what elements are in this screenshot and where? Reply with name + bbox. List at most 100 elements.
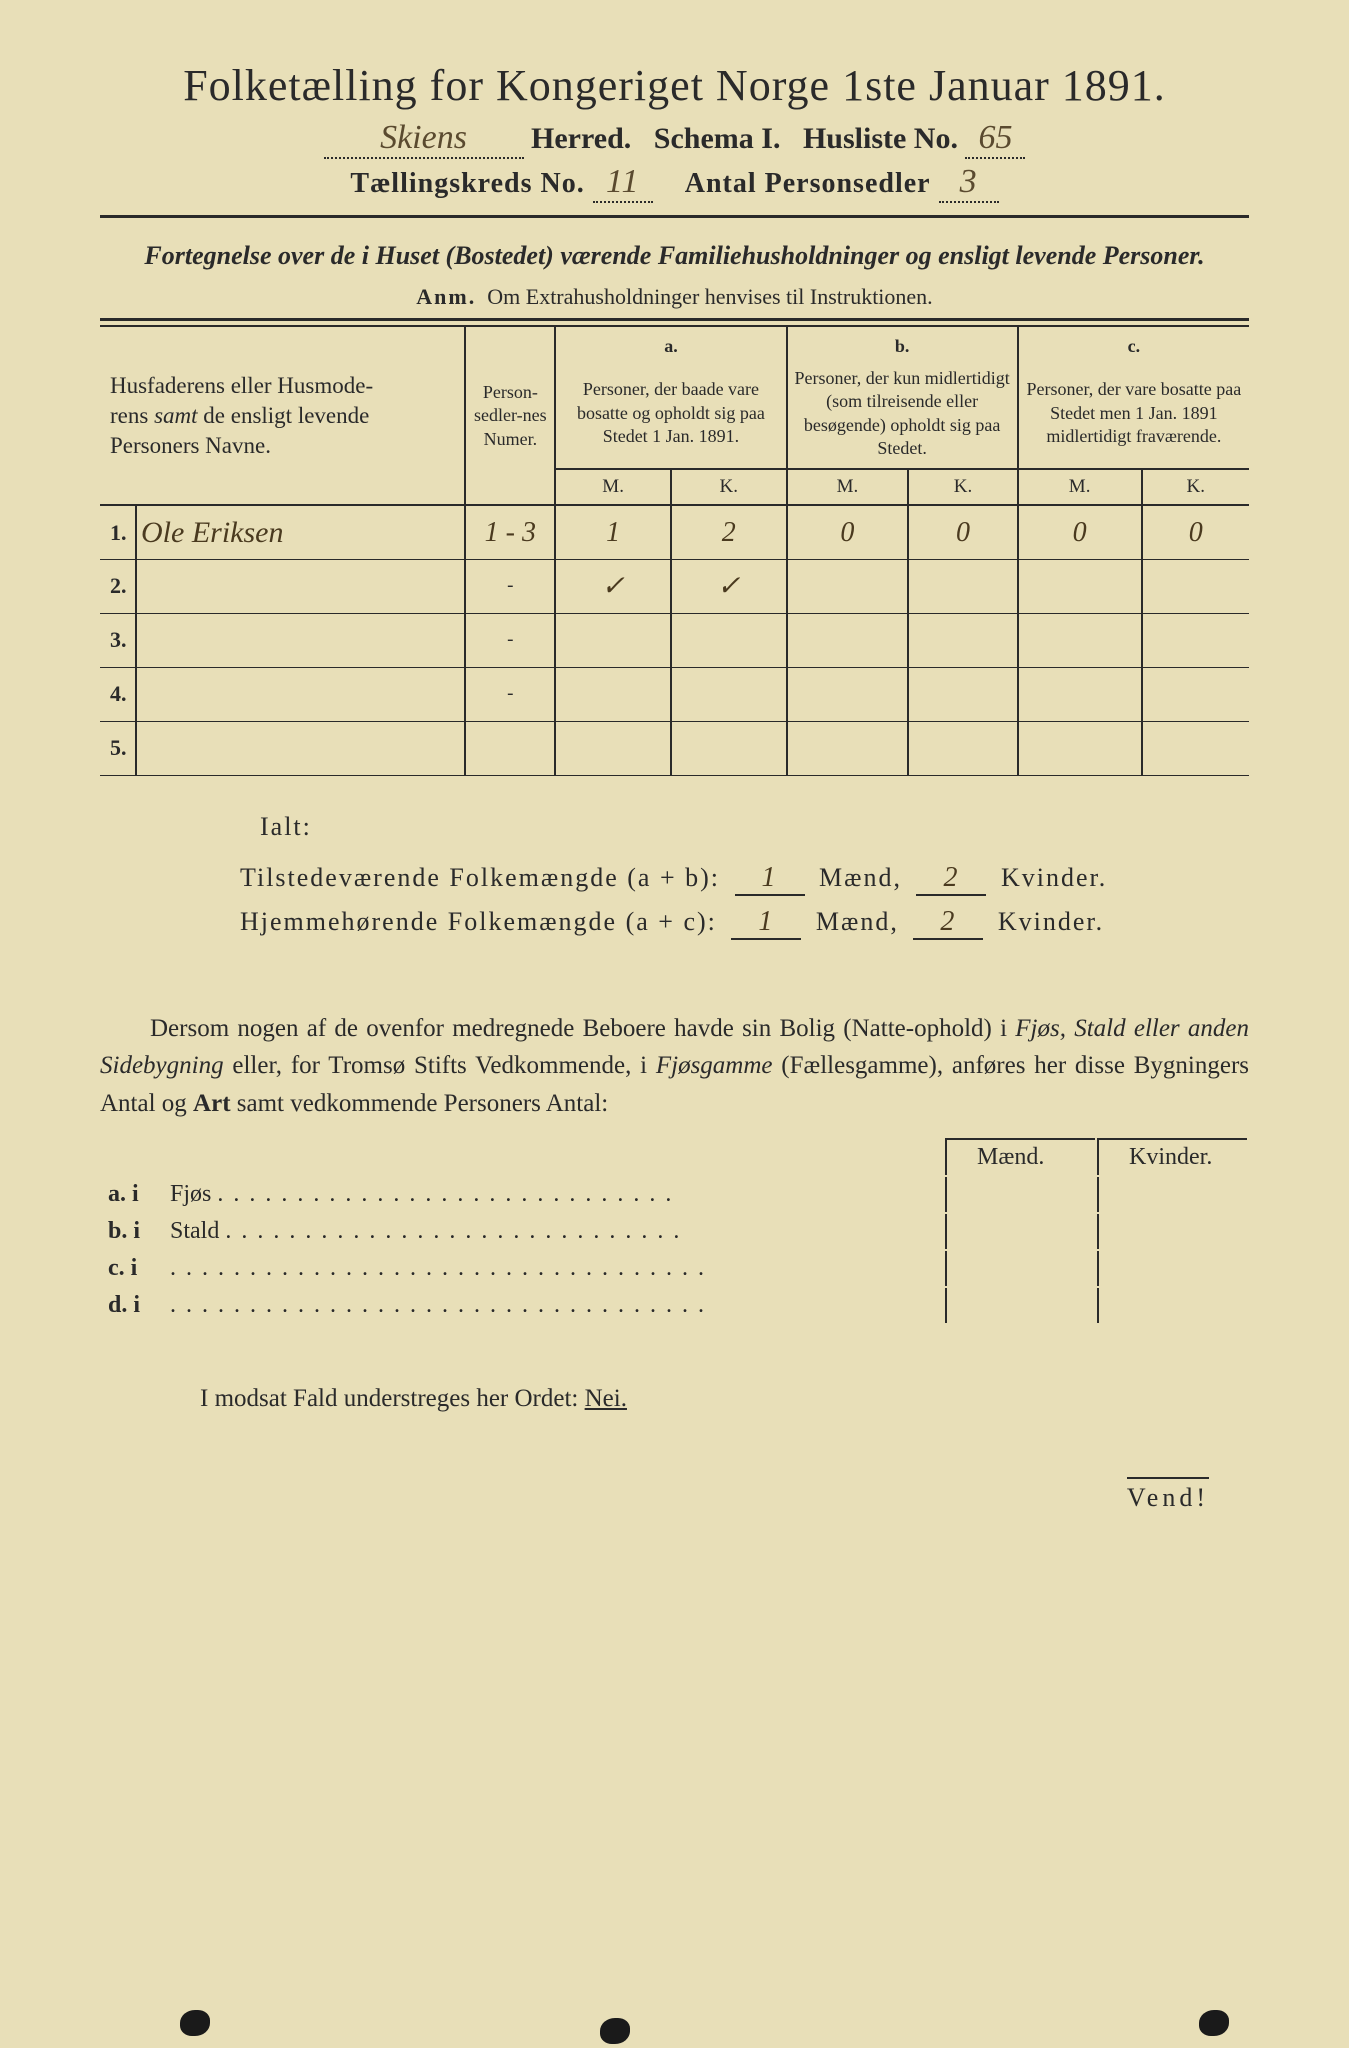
totals-section: Ialt: Tilstedeværende Folkemængde (a + b… [100, 812, 1249, 940]
maend-label: Mænd, [819, 863, 902, 892]
cell-b-m [787, 613, 909, 667]
closing-nei: Nei. [585, 1385, 627, 1412]
hjemme-label: Hjemmehørende Folkemængde (a + c): [240, 907, 717, 936]
table-row: 1. Ole Eriksen 1 - 3 1 2 0 0 0 0 [100, 505, 1249, 559]
mk-d-k [1097, 1288, 1247, 1323]
cell-a-k [671, 667, 787, 721]
table-header-row-1: Husfaderens eller Husmode-rens samt de e… [100, 326, 1249, 358]
header-line-2: Skiens Herred. Schema I. Husliste No. 65 [100, 119, 1249, 159]
mk-c-m [945, 1251, 1095, 1286]
col-b-text: Personer, der kun midlertidigt (som tilr… [787, 359, 1018, 470]
mk-b-k [1097, 1214, 1247, 1249]
cell-b-k [908, 667, 1018, 721]
mk-maend: Mænd. [945, 1138, 1095, 1175]
cell-c-m: 0 [1073, 517, 1087, 548]
row-sedler: - [465, 613, 555, 667]
cell-b-k [908, 721, 1018, 775]
kvinder-label: Kvinder. [1001, 863, 1107, 892]
census-table: Husfaderens eller Husmode-rens samt de e… [100, 325, 1249, 775]
cell-b-m [787, 559, 909, 613]
paper-hole [1199, 2010, 1229, 2036]
mk-d: d. i [108, 1292, 140, 1318]
mk-c: c. i [108, 1255, 137, 1281]
tilstede-k: 2 [916, 862, 986, 896]
cell-a-k [671, 613, 787, 667]
cell-c-m [1018, 559, 1142, 613]
cell-c-k [1142, 721, 1250, 775]
paper-hole [600, 2018, 630, 2044]
row-num: 2. [100, 559, 136, 613]
col-c-k: K. [1142, 469, 1250, 505]
kreds-label: Tællingskreds No. [350, 168, 584, 199]
col-c-text: Personer, der vare bosatte paa Stedet me… [1018, 359, 1249, 470]
col-b-k: K. [908, 469, 1018, 505]
col-c-label: c. [1018, 326, 1249, 358]
paper-hole [180, 2010, 210, 2036]
cell-a-k: 2 [722, 517, 736, 548]
cell-c-k: 0 [1189, 517, 1203, 548]
cell-b-m: 0 [840, 517, 854, 548]
husliste-label: Husliste No. [803, 122, 958, 155]
cell-c-m [1018, 667, 1142, 721]
divider-2 [100, 318, 1249, 321]
cell-b-m [787, 721, 909, 775]
mk-row-d: d. i . . . . . . . . . . . . . . . . . .… [102, 1288, 1247, 1323]
tilstede-m: 1 [735, 862, 805, 896]
cell-a-m: ✓ [601, 571, 624, 602]
closing-line: I modsat Fald understreges her Ordet: Ne… [100, 1385, 1249, 1413]
form-content: Folketælling for Kongeriget Norge 1ste J… [60, 40, 1289, 1533]
paragraph: Dersom nogen af de ovenfor medregnede Be… [100, 1010, 1249, 1123]
census-form-page: Folketælling for Kongeriget Norge 1ste J… [0, 0, 1349, 2048]
row-num: 4. [100, 667, 136, 721]
anm-label: Anm. [416, 284, 476, 309]
herred-value: Skiens [324, 119, 524, 159]
table-row: 2. - ✓ ✓ [100, 559, 1249, 613]
row-num: 3. [100, 613, 136, 667]
col-a-text: Personer, der baade vare bosatte og opho… [555, 359, 786, 470]
col-names: Husfaderens eller Husmode-rens samt de e… [100, 326, 465, 505]
mk-a-m [945, 1177, 1095, 1212]
maend-label: Mænd, [816, 907, 899, 936]
antal-label: Antal Personsedler [685, 168, 931, 199]
cell-c-m [1018, 721, 1142, 775]
row-name [136, 667, 465, 721]
mk-c-k [1097, 1251, 1247, 1286]
kreds-value: 11 [593, 163, 653, 203]
mk-b: b. i [108, 1218, 140, 1244]
cell-c-m [1018, 613, 1142, 667]
cell-a-k: ✓ [717, 571, 740, 602]
table-row: 3. - [100, 613, 1249, 667]
col-sedler: Person-sedler-nes Numer. [465, 326, 555, 505]
subtitle: Fortegnelse over de i Huset (Bostedet) v… [100, 238, 1249, 274]
kvinder-label: Kvinder. [998, 907, 1104, 936]
ialt-label: Ialt: [260, 812, 1249, 842]
closing-text: I modsat Fald understreges her Ordet: [200, 1385, 578, 1412]
vend-label: Vend! [100, 1483, 1249, 1513]
col-b-label: b. [787, 326, 1018, 358]
main-title: Folketælling for Kongeriget Norge 1ste J… [100, 60, 1249, 111]
cell-b-k: 0 [956, 517, 970, 548]
col-c-m: M. [1018, 469, 1142, 505]
hjemme-k: 2 [913, 906, 983, 940]
row-name [136, 613, 465, 667]
mk-b-label: Stald [170, 1218, 219, 1244]
table-row: 5. [100, 721, 1249, 775]
cell-a-m [555, 613, 671, 667]
mk-a: a. i [108, 1181, 139, 1207]
row-sedler: - [465, 667, 555, 721]
row-sedler [465, 721, 555, 775]
dots: . . . . . . . . . . . . . . . . . . . . … [225, 1218, 681, 1244]
cell-b-k [908, 613, 1018, 667]
antal-value: 3 [939, 163, 999, 203]
mk-row-b: b. i Stald . . . . . . . . . . . . . . .… [102, 1214, 1247, 1249]
anm-text: Om Extrahusholdninger henvises til Instr… [487, 284, 932, 309]
building-table: Mænd. Kvinder. a. i Fjøs . . . . . . . .… [100, 1136, 1249, 1325]
row-sedler: - [465, 559, 555, 613]
mk-kvinder: Kvinder. [1097, 1138, 1247, 1175]
tilstede-row: Tilstedeværende Folkemængde (a + b): 1 M… [240, 862, 1249, 896]
herred-label: Herred. [531, 122, 631, 155]
mk-row-a: a. i Fjøs . . . . . . . . . . . . . . . … [102, 1177, 1247, 1212]
dots: . . . . . . . . . . . . . . . . . . . . … [170, 1292, 706, 1318]
cell-c-k [1142, 667, 1250, 721]
col-a-k: K. [671, 469, 787, 505]
